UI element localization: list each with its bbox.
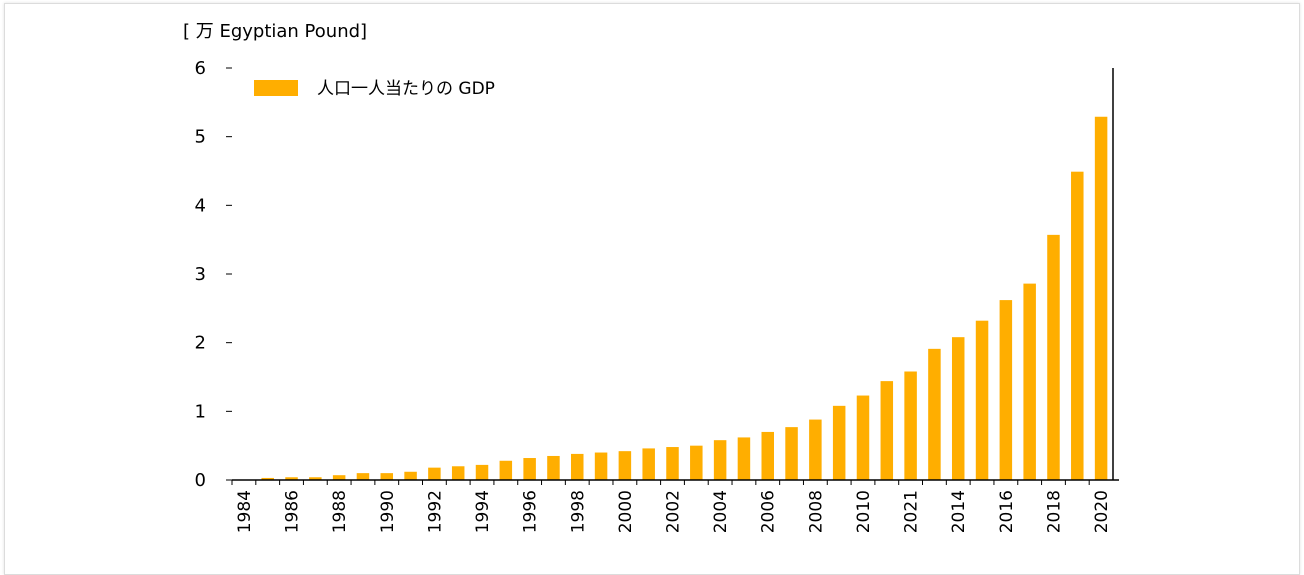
bar bbox=[451, 466, 465, 480]
x-tick-label: 2008 bbox=[806, 490, 826, 533]
x-tick-label: 2002 bbox=[664, 490, 684, 533]
bar bbox=[523, 458, 536, 480]
bar bbox=[428, 467, 441, 480]
bar bbox=[380, 473, 394, 480]
y-tick-label: 0 bbox=[195, 470, 206, 491]
x-axis-ticks: 1984 1986 1988 1990 1992 1994 1996 1998 2000 2002… bbox=[231, 480, 1112, 533]
y-tick-label: 5 bbox=[195, 127, 206, 148]
bar bbox=[547, 455, 560, 480]
legend-swatch bbox=[254, 80, 298, 96]
x-tick-label: 1984 bbox=[235, 490, 255, 533]
bar bbox=[332, 475, 346, 480]
x-tick-label: 1986 bbox=[283, 490, 303, 533]
unit-label: [ 万 Egyptian Pound] bbox=[183, 21, 367, 42]
bar bbox=[856, 395, 870, 480]
bar bbox=[594, 452, 608, 480]
bar bbox=[1023, 283, 1036, 480]
bar bbox=[1047, 234, 1060, 480]
bar bbox=[404, 471, 417, 480]
bar bbox=[737, 437, 751, 480]
x-tick-label: 1996 bbox=[521, 490, 541, 533]
bar bbox=[999, 300, 1013, 480]
legend: 人口一人当たりの GDP bbox=[254, 79, 495, 99]
y-tick-label: 4 bbox=[195, 195, 206, 216]
bars bbox=[261, 116, 1108, 481]
bar bbox=[832, 405, 846, 480]
bar bbox=[309, 477, 322, 480]
bar bbox=[571, 453, 584, 480]
bar bbox=[285, 477, 298, 480]
y-tick-label: 3 bbox=[195, 264, 206, 285]
y-axis-ticks: 0 1 2 3 4 5 6 bbox=[195, 58, 232, 491]
x-tick-label: 2014 bbox=[949, 490, 969, 533]
bar bbox=[1094, 116, 1108, 481]
y-tick-label: 6 bbox=[195, 58, 206, 79]
x-tick-label: 2021 bbox=[902, 490, 922, 533]
bar bbox=[499, 460, 513, 480]
bar bbox=[618, 451, 632, 480]
x-tick-label: 2016 bbox=[997, 490, 1017, 533]
x-tick-label: 2018 bbox=[1044, 490, 1064, 533]
bar bbox=[642, 448, 655, 480]
x-tick-label: 1998 bbox=[568, 490, 588, 533]
x-tick-label: 2004 bbox=[711, 490, 731, 533]
bar bbox=[975, 320, 989, 480]
bar bbox=[880, 381, 894, 480]
bar bbox=[475, 464, 489, 480]
bar bbox=[928, 348, 941, 480]
y-tick-label: 1 bbox=[195, 401, 206, 422]
x-tick-label: 1990 bbox=[378, 490, 398, 533]
y-tick-label: 2 bbox=[195, 333, 206, 354]
bar bbox=[666, 447, 679, 480]
x-tick-label: 1994 bbox=[473, 490, 493, 533]
bar bbox=[809, 419, 822, 480]
bar bbox=[785, 427, 798, 480]
x-tick-label: 1988 bbox=[330, 490, 350, 533]
bar bbox=[713, 440, 727, 480]
bar bbox=[951, 337, 965, 480]
bar bbox=[904, 371, 917, 480]
x-tick-label: 2000 bbox=[616, 490, 636, 533]
x-tick-label: 2010 bbox=[854, 490, 874, 533]
legend-label: 人口一人当たりの GDP bbox=[317, 79, 495, 99]
x-tick-label: 2020 bbox=[1092, 490, 1112, 533]
bar bbox=[690, 445, 703, 480]
bar bbox=[261, 477, 274, 480]
bar bbox=[356, 473, 370, 480]
bar bbox=[761, 431, 774, 480]
bar bbox=[1071, 171, 1084, 481]
x-tick-label: 2006 bbox=[759, 490, 779, 533]
x-tick-label: 1992 bbox=[425, 490, 445, 533]
